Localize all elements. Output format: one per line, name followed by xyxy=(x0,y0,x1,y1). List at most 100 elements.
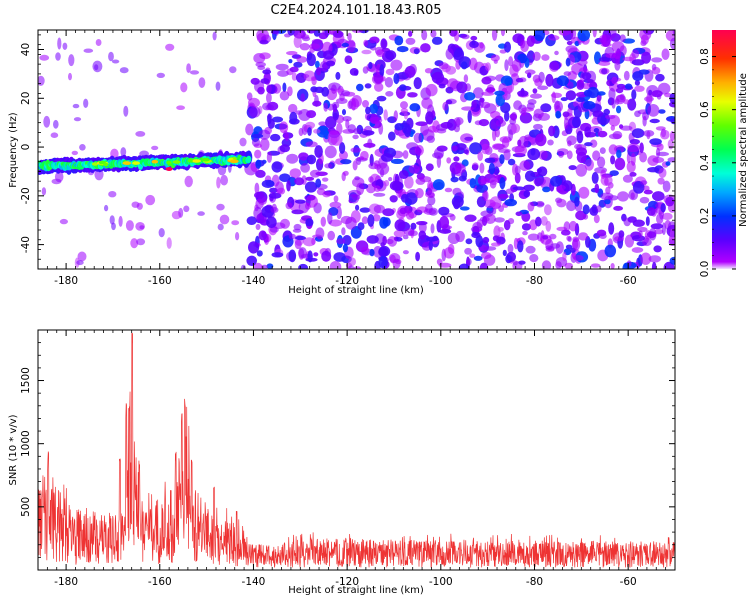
heatmap-cell xyxy=(151,145,159,151)
heatmap-cell xyxy=(640,252,652,265)
snr-series-line xyxy=(38,332,675,568)
heatmap-cell xyxy=(622,56,635,62)
heatmap-cell xyxy=(325,30,336,35)
heatmap-cell xyxy=(378,245,391,257)
heatmap-cell xyxy=(461,34,470,40)
heatmap-cell xyxy=(641,51,652,64)
heatmap-cell xyxy=(361,216,369,225)
x-tick-label: -100 xyxy=(429,275,453,287)
heatmap-cell xyxy=(596,205,602,213)
colorbar: 0.0 0.2 0.4 0.6 0.8 Normalized spectral ampl… xyxy=(699,30,749,277)
heatmap-cell xyxy=(118,215,123,227)
heatmap-cell xyxy=(449,214,456,221)
heatmap-cell xyxy=(50,132,59,138)
heatmap-cell xyxy=(504,198,517,207)
heatmap-cell xyxy=(584,158,594,171)
heatmap-cell xyxy=(119,67,129,74)
heatmap-cell xyxy=(277,187,286,195)
heatmap-cell xyxy=(494,217,505,223)
colorbar-gradient xyxy=(712,30,736,269)
heatmap-cell xyxy=(561,229,571,236)
heatmap-cell xyxy=(327,212,333,225)
heatmap-cell xyxy=(573,255,584,261)
heatmap-cell xyxy=(507,243,514,254)
heatmap-cell xyxy=(322,177,329,182)
heatmap-cell xyxy=(667,139,674,150)
heatmap-cell xyxy=(563,71,571,76)
heatmap-cell xyxy=(436,124,448,131)
heatmap-cell xyxy=(396,46,409,53)
heatmap-cell xyxy=(295,235,306,241)
heatmap-cell xyxy=(568,30,574,34)
spectrogram-x-label: Height of straight line (km) xyxy=(288,285,424,296)
x-tick-label: -160 xyxy=(148,275,172,287)
heatmap-cell xyxy=(550,92,563,99)
heatmap-cell xyxy=(71,150,79,156)
heatmap-cell xyxy=(341,42,349,48)
heatmap-cell xyxy=(610,155,616,165)
heatmap-cell xyxy=(354,176,360,181)
heatmap-cell xyxy=(329,201,342,209)
heatmap-cell xyxy=(613,51,622,59)
heatmap-cell xyxy=(532,51,541,61)
heatmap-cell xyxy=(484,157,496,164)
heatmap-cell xyxy=(439,228,452,234)
heatmap-cell xyxy=(545,73,554,87)
heatmap-cell xyxy=(564,262,573,269)
heatmap-cell xyxy=(668,238,675,246)
heatmap-cell xyxy=(438,206,450,216)
heatmap-cell xyxy=(445,48,454,60)
heatmap-cell xyxy=(483,246,497,251)
heatmap-cell xyxy=(370,113,379,125)
heatmap-cell xyxy=(478,119,490,127)
heatmap-cell xyxy=(455,143,467,151)
heatmap-cell xyxy=(460,61,468,70)
heatmap-cell xyxy=(279,121,289,134)
heatmap-cell xyxy=(270,30,280,35)
heatmap-cell xyxy=(248,241,260,254)
heatmap-cell xyxy=(649,138,662,146)
heatmap-cell xyxy=(415,188,424,199)
heatmap-cell xyxy=(572,238,579,250)
heatmap-cell xyxy=(453,198,461,210)
heatmap-cell xyxy=(502,87,508,100)
heatmap-cell xyxy=(631,89,637,100)
heatmap-cell xyxy=(632,71,644,82)
colorbar-label: Normalized spectral amplitude xyxy=(738,73,749,227)
heatmap-cell xyxy=(521,223,532,231)
spectrogram-frame xyxy=(37,29,676,270)
heatmap-cell xyxy=(324,145,337,159)
heatmap-cell xyxy=(512,260,518,266)
heatmap-cell xyxy=(329,219,342,227)
heatmap-peak xyxy=(165,167,173,171)
heatmap-cell xyxy=(599,147,606,155)
heatmap-cell xyxy=(332,30,344,38)
heatmap-cell xyxy=(419,176,432,183)
heatmap-cell xyxy=(550,175,563,187)
heatmap-cell xyxy=(494,128,500,138)
heatmap-cell xyxy=(72,103,80,109)
heatmap-cell xyxy=(379,64,385,77)
heatmap-cell xyxy=(488,162,495,175)
heatmap-cell xyxy=(413,132,423,144)
heatmap-cell xyxy=(380,38,388,50)
heatmap-cell xyxy=(300,163,310,173)
heatmap-cell xyxy=(298,152,309,161)
heatmap-cell xyxy=(493,143,506,150)
heatmap-cell xyxy=(647,167,660,173)
heatmap-cell xyxy=(576,151,587,164)
heatmap-cell xyxy=(425,83,438,97)
heatmap-cell xyxy=(378,256,389,269)
heatmap-cell xyxy=(427,195,436,206)
heatmap-cell xyxy=(652,157,665,163)
heatmap-cell xyxy=(432,179,445,191)
heatmap-cell xyxy=(405,192,418,205)
heatmap-cell xyxy=(400,107,408,114)
heatmap-cell xyxy=(428,240,433,251)
heatmap-cell xyxy=(443,247,455,259)
heatmap-cell xyxy=(307,250,313,263)
heatmap-cell xyxy=(540,103,552,113)
x-tick-label: -80 xyxy=(526,275,543,287)
heatmap-cell xyxy=(578,186,590,199)
